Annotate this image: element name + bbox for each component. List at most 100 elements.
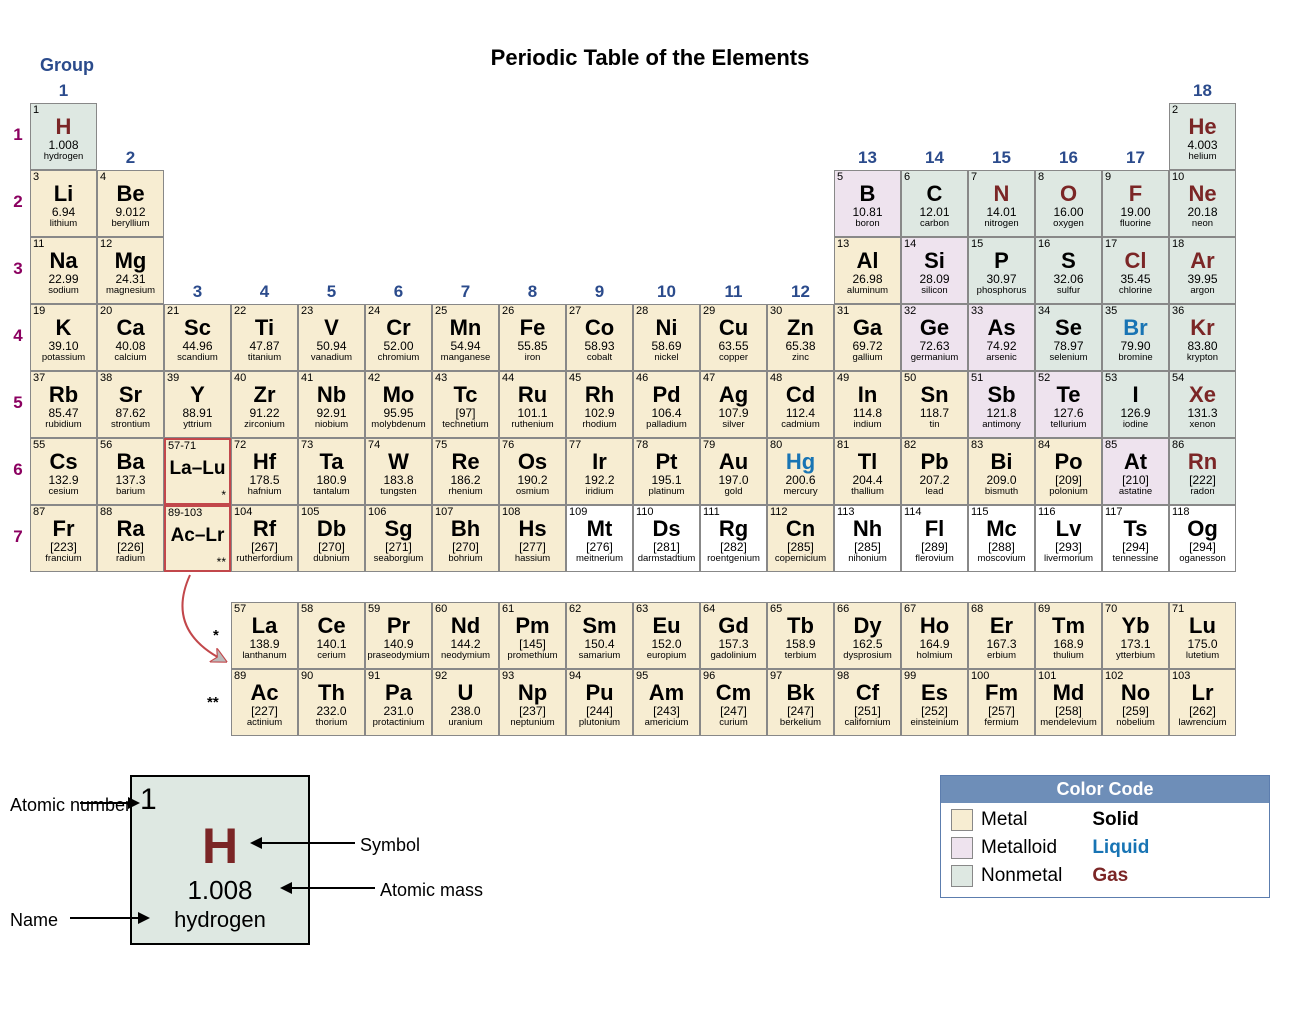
element-cell: 9F19.00fluorine	[1102, 170, 1169, 237]
atomic-mass: 58.69	[651, 340, 681, 352]
atomic-mass: 200.6	[785, 474, 815, 486]
element-cell: 26Fe55.85iron	[499, 304, 566, 371]
atomic-number: 78	[636, 440, 648, 451]
atomic-mass: 50.94	[316, 340, 346, 352]
series-symbol: La–Lu	[170, 459, 226, 478]
group-number: 18	[1169, 81, 1236, 101]
atomic-mass: 168.9	[1053, 638, 1083, 650]
atomic-mass: 114.8	[853, 407, 882, 419]
element-symbol: Cr	[386, 317, 410, 339]
atomic-mass: 19.00	[1120, 206, 1150, 218]
atomic-number: 91	[368, 671, 380, 682]
atomic-number: 66	[837, 604, 849, 615]
atomic-mass: [270]	[452, 541, 479, 553]
atomic-mass: 190.2	[517, 474, 547, 486]
element-symbol: Lr	[1192, 682, 1214, 704]
element-cell: 6C12.01carbon	[901, 170, 968, 237]
atomic-number: 117	[1105, 507, 1123, 518]
atomic-mass: 112.4	[786, 407, 815, 419]
atomic-number: 40	[234, 373, 246, 384]
atomic-number: 44	[502, 373, 514, 384]
atomic-mass: [145]	[519, 638, 546, 650]
element-symbol: Rh	[585, 384, 614, 406]
element-cell: 18Ar39.95argon	[1169, 237, 1236, 304]
atomic-mass: [252]	[921, 705, 948, 717]
element-name: berkelium	[780, 718, 821, 728]
element-name: oxygen	[1053, 219, 1084, 229]
element-cell: 17Cl35.45chlorine	[1102, 237, 1169, 304]
element-symbol: Au	[719, 451, 748, 473]
element-cell: 96Cm[247]curium	[700, 669, 767, 736]
atomic-number: 28	[636, 306, 648, 317]
element-name: astatine	[1119, 487, 1152, 497]
arrow-icon	[70, 908, 150, 928]
element-cell: 39Y88.91yttrium	[164, 371, 231, 438]
atomic-mass: [294]	[1189, 541, 1216, 553]
element-cell: 79Au197.0gold	[700, 438, 767, 505]
atomic-number: 72	[234, 440, 246, 451]
element-name: hassium	[515, 554, 550, 564]
atomic-mass: 26.98	[852, 273, 882, 285]
group-number: 3	[164, 282, 231, 302]
element-symbol: Nd	[451, 615, 480, 637]
element-cell: 19K39.10potassium	[30, 304, 97, 371]
element-symbol: Md	[1053, 682, 1085, 704]
atomic-mass: [288]	[988, 541, 1015, 553]
atomic-number: 95	[636, 671, 648, 682]
atomic-mass: 140.1	[316, 638, 346, 650]
element-name: radium	[116, 554, 145, 564]
element-name: yttrium	[183, 420, 212, 430]
element-name: livermorium	[1044, 554, 1093, 564]
group-number: 10	[633, 282, 700, 302]
element-name: lutetium	[1186, 651, 1219, 661]
atomic-mass: 138.9	[249, 638, 279, 650]
element-symbol: Be	[116, 183, 144, 205]
element-symbol: Li	[54, 183, 74, 205]
atomic-mass: 131.3	[1187, 407, 1217, 419]
element-name: nihonium	[848, 554, 887, 564]
atomic-number: 45	[569, 373, 581, 384]
element-symbol: Tm	[1052, 615, 1085, 637]
element-name: neptunium	[510, 718, 554, 728]
atomic-mass: 1.008	[48, 139, 78, 151]
label-symbol: Symbol	[360, 835, 420, 856]
arrow-icon	[80, 793, 140, 813]
atomic-mass: 55.85	[517, 340, 547, 352]
atomic-number: 18	[1172, 239, 1184, 250]
atomic-mass: [227]	[251, 705, 278, 717]
atomic-mass: [294]	[1122, 541, 1149, 553]
atomic-number: 71	[1172, 604, 1184, 615]
category-label: Metalloid	[981, 837, 1057, 858]
atomic-mass: 78.97	[1053, 340, 1083, 352]
element-cell: 58Ce140.1cerium	[298, 602, 365, 669]
group-number: 7	[432, 282, 499, 302]
atomic-mass: 140.9	[383, 638, 413, 650]
element-symbol: Ge	[920, 317, 949, 339]
element-symbol: He	[1188, 116, 1216, 138]
element-name: seaborgium	[374, 554, 424, 564]
arrow-icon	[250, 833, 355, 853]
element-symbol: Br	[1123, 317, 1147, 339]
group-number: 9	[566, 282, 633, 302]
element-cell: 81Tl204.4thallium	[834, 438, 901, 505]
element-cell: 10Ne20.18neon	[1169, 170, 1236, 237]
element-name: ruthenium	[511, 420, 553, 430]
element-name: californium	[845, 718, 891, 728]
atomic-mass: 178.5	[249, 474, 279, 486]
element-symbol: Tl	[858, 451, 878, 473]
element-cell: 25Mn54.94manganese	[432, 304, 499, 371]
atomic-mass: 35.45	[1120, 273, 1150, 285]
atomic-mass: 132.9	[48, 474, 78, 486]
atomic-number: 35	[1105, 306, 1117, 317]
element-name: protactinium	[373, 718, 425, 728]
atomic-mass: 106.4	[651, 407, 681, 419]
element-symbol: Cd	[786, 384, 815, 406]
element-cell: 72Hf178.5hafnium	[231, 438, 298, 505]
element-symbol: U	[458, 682, 474, 704]
element-name: mercury	[783, 487, 817, 497]
element-name: rutherfordium	[236, 554, 293, 564]
element-cell: 113Nh[285]nihonium	[834, 505, 901, 572]
element-name: potassium	[42, 353, 85, 363]
element-cell: 51Sb121.8antimony	[968, 371, 1035, 438]
arrow-icon	[280, 878, 375, 898]
